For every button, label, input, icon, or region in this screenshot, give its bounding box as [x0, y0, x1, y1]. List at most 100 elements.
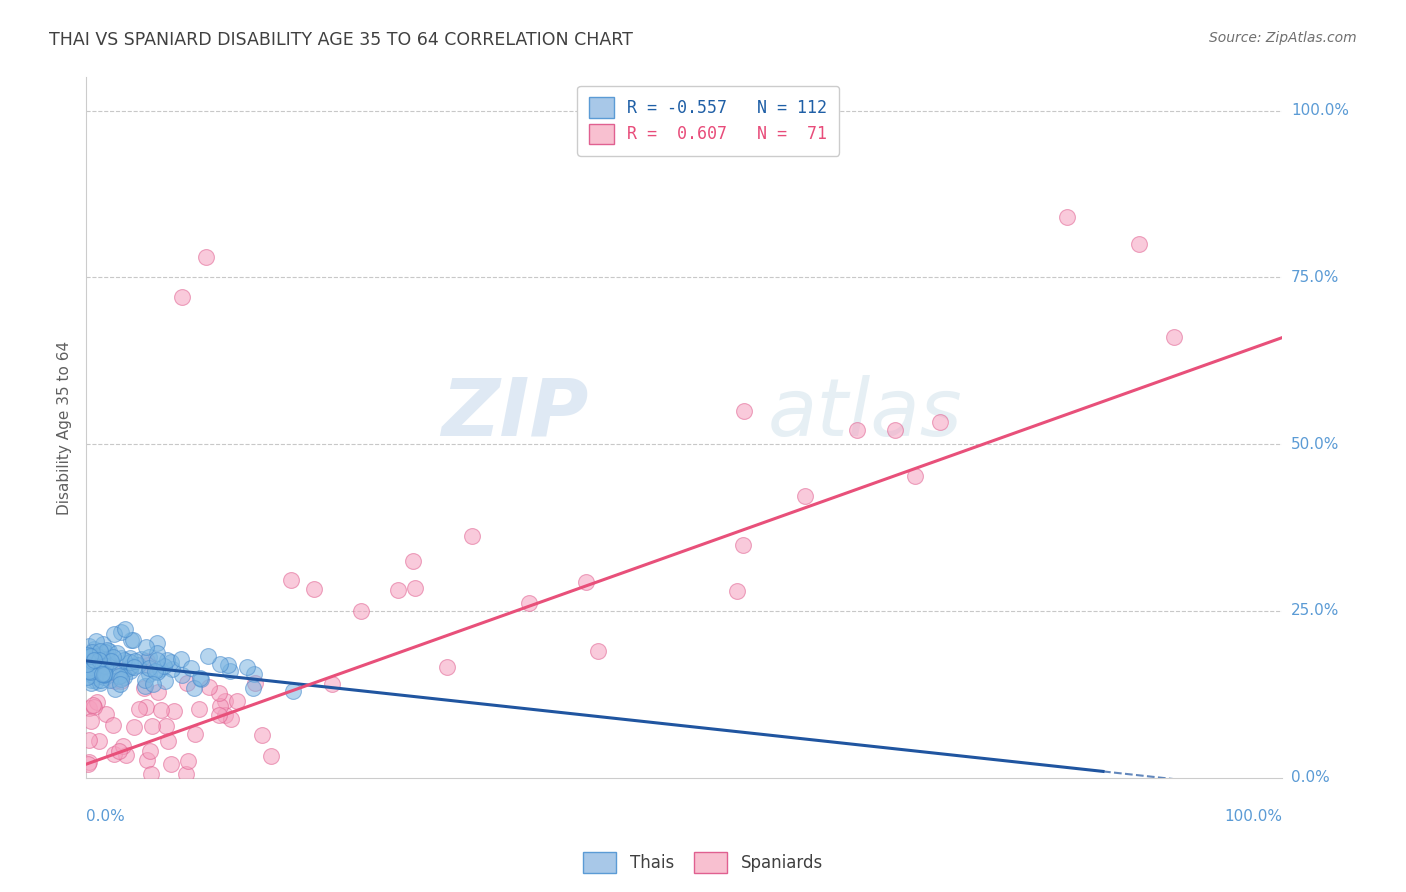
Point: [94, 645, 117, 659]
Point: [134, 681, 156, 695]
Point: [304, 582, 326, 596]
Point: [1163, 330, 1185, 344]
Point: [586, 644, 609, 658]
Point: [83, 653, 105, 667]
Point: [87, 653, 110, 667]
Text: 100.0%: 100.0%: [1225, 809, 1282, 824]
Point: [118, 651, 141, 665]
Point: [124, 654, 146, 668]
Point: [79, 665, 101, 680]
Point: [89, 676, 111, 690]
Point: [112, 670, 135, 684]
Point: [141, 719, 163, 733]
Point: [260, 749, 283, 764]
Text: THAI VS SPANIARD DISABILITY AGE 35 TO 64 CORRELATION CHART: THAI VS SPANIARD DISABILITY AGE 35 TO 64…: [49, 31, 633, 49]
Point: [138, 649, 160, 664]
Point: [242, 681, 264, 695]
Point: [845, 423, 868, 437]
Point: [118, 661, 141, 675]
Point: [77, 650, 100, 665]
Point: [96, 652, 118, 666]
Point: [103, 627, 125, 641]
Text: 75.0%: 75.0%: [1291, 270, 1339, 285]
Point: [77, 664, 100, 678]
Point: [83, 653, 105, 667]
Point: [575, 575, 598, 590]
Point: [214, 694, 236, 708]
Point: [280, 573, 302, 587]
Point: [98, 673, 121, 687]
Point: [79, 675, 101, 690]
Point: [93, 667, 115, 681]
Point: [209, 698, 232, 713]
Point: [120, 633, 142, 648]
Point: [145, 646, 167, 660]
Point: [118, 664, 141, 678]
Point: [84, 673, 107, 688]
Point: [176, 676, 198, 690]
Point: [114, 622, 136, 636]
Point: [146, 636, 169, 650]
Point: [148, 685, 170, 699]
Point: [160, 662, 183, 676]
Point: [84, 634, 107, 648]
Point: [83, 649, 105, 664]
Point: [103, 747, 125, 761]
Point: [404, 581, 426, 595]
Point: [321, 676, 343, 690]
Point: [112, 663, 135, 677]
Point: [138, 667, 160, 681]
Point: [884, 424, 907, 438]
Point: [517, 597, 540, 611]
Point: [86, 652, 108, 666]
Point: [153, 673, 176, 688]
Point: [80, 673, 103, 687]
Point: [160, 756, 183, 771]
Point: [93, 660, 115, 674]
Point: [1128, 237, 1150, 252]
Point: [121, 633, 143, 648]
Point: [101, 717, 124, 731]
Point: [159, 656, 181, 670]
Point: [77, 665, 100, 679]
Point: [91, 667, 114, 681]
Point: [100, 654, 122, 668]
Point: [77, 650, 100, 665]
Point: [84, 670, 107, 684]
Point: [145, 652, 167, 666]
Point: [136, 753, 159, 767]
Legend: Thais, Spaniards: Thais, Spaniards: [576, 846, 830, 880]
Point: [156, 653, 179, 667]
Point: [82, 698, 104, 712]
Text: ZIP: ZIP: [441, 375, 589, 452]
Point: [929, 415, 952, 429]
Point: [110, 674, 132, 689]
Point: [436, 660, 458, 674]
Point: [174, 767, 197, 781]
Point: [219, 664, 242, 678]
Point: [904, 468, 927, 483]
Point: [112, 739, 135, 753]
Point: [129, 651, 152, 665]
Point: [76, 648, 98, 662]
Point: [83, 641, 105, 656]
Point: [124, 659, 146, 673]
Point: [136, 657, 159, 672]
Point: [135, 640, 157, 655]
Point: [135, 654, 157, 668]
Point: [183, 726, 205, 740]
Point: [80, 648, 103, 663]
Point: [79, 714, 101, 728]
Point: [105, 646, 128, 660]
Point: [209, 657, 232, 671]
Point: [135, 700, 157, 714]
Point: [733, 404, 755, 418]
Point: [183, 681, 205, 695]
Point: [87, 733, 110, 747]
Point: [226, 694, 249, 708]
Point: [146, 665, 169, 680]
Text: atlas: atlas: [768, 375, 963, 452]
Point: [86, 648, 108, 663]
Point: [107, 665, 129, 679]
Point: [250, 728, 273, 742]
